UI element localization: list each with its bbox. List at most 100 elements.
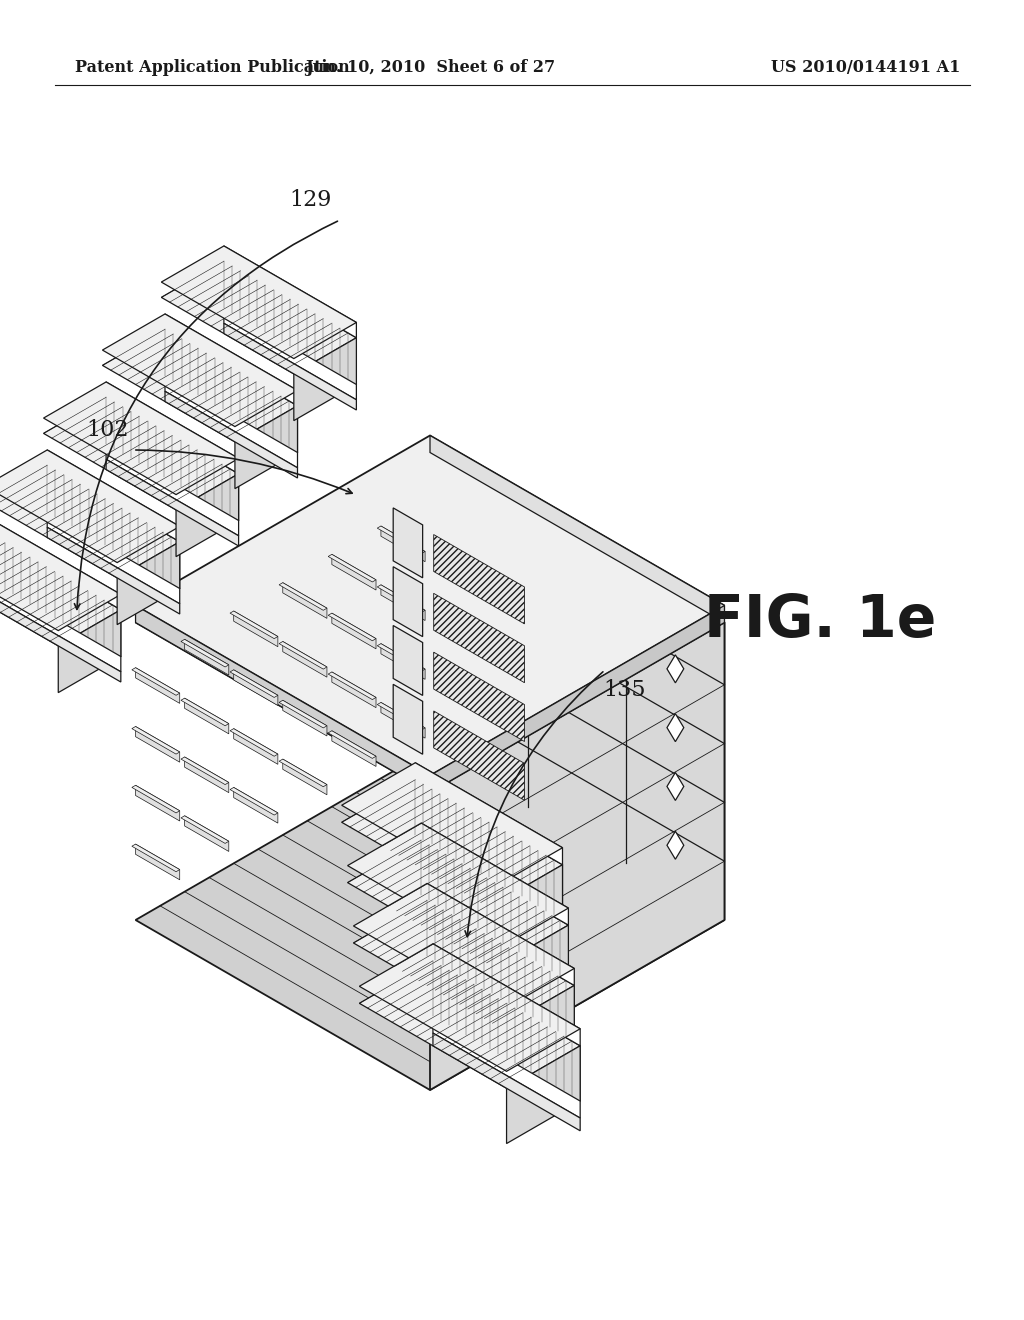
Polygon shape [233, 788, 278, 824]
Polygon shape [421, 912, 568, 1010]
Polygon shape [437, 513, 618, 618]
Polygon shape [495, 925, 568, 1023]
Polygon shape [106, 397, 239, 520]
Polygon shape [280, 701, 327, 727]
Polygon shape [339, 684, 521, 788]
Polygon shape [353, 900, 574, 1028]
Polygon shape [427, 956, 574, 1057]
Polygon shape [135, 668, 180, 704]
Polygon shape [416, 780, 562, 920]
Polygon shape [47, 512, 180, 603]
Polygon shape [280, 642, 327, 669]
Polygon shape [294, 338, 356, 421]
Polygon shape [342, 780, 562, 907]
Polygon shape [224, 246, 356, 338]
Polygon shape [328, 554, 376, 582]
Polygon shape [184, 816, 228, 851]
Polygon shape [433, 944, 581, 1045]
Polygon shape [347, 824, 568, 950]
Polygon shape [421, 840, 568, 981]
Polygon shape [0, 517, 121, 610]
Polygon shape [437, 627, 618, 731]
Polygon shape [162, 261, 356, 374]
Polygon shape [233, 729, 278, 764]
Polygon shape [241, 513, 423, 618]
Polygon shape [393, 626, 423, 696]
Text: 129: 129 [289, 189, 331, 211]
Polygon shape [359, 944, 581, 1072]
Polygon shape [359, 961, 581, 1088]
Polygon shape [135, 453, 724, 792]
Polygon shape [433, 1034, 581, 1131]
Polygon shape [0, 533, 121, 645]
Polygon shape [283, 582, 327, 618]
Polygon shape [377, 644, 425, 672]
Polygon shape [224, 261, 356, 384]
Polygon shape [143, 570, 325, 675]
Polygon shape [0, 517, 121, 631]
Text: Patent Application Publication: Patent Application Publication [75, 59, 350, 77]
Polygon shape [0, 595, 121, 682]
Polygon shape [106, 459, 239, 546]
Polygon shape [433, 1016, 581, 1118]
Polygon shape [280, 582, 327, 610]
Polygon shape [430, 606, 724, 792]
Polygon shape [47, 527, 180, 614]
Polygon shape [283, 642, 327, 677]
Polygon shape [106, 444, 239, 536]
Polygon shape [416, 836, 562, 937]
Polygon shape [44, 381, 239, 495]
Polygon shape [667, 714, 684, 742]
Polygon shape [667, 832, 684, 859]
Polygon shape [434, 594, 524, 682]
Polygon shape [0, 465, 180, 578]
Polygon shape [328, 614, 376, 640]
Polygon shape [427, 900, 574, 1040]
Polygon shape [135, 785, 180, 821]
Polygon shape [132, 726, 180, 754]
Polygon shape [328, 731, 376, 759]
Polygon shape [280, 759, 327, 787]
Polygon shape [342, 763, 562, 890]
Polygon shape [488, 865, 562, 962]
Polygon shape [233, 611, 278, 647]
Text: Jun. 10, 2010  Sheet 6 of 27: Jun. 10, 2010 Sheet 6 of 27 [305, 59, 555, 77]
Polygon shape [332, 672, 376, 708]
Polygon shape [102, 329, 298, 442]
Polygon shape [421, 895, 568, 998]
Polygon shape [393, 508, 423, 578]
Text: FIG. 1e: FIG. 1e [703, 591, 936, 648]
Polygon shape [0, 450, 180, 562]
Polygon shape [58, 610, 121, 693]
Polygon shape [347, 840, 568, 968]
Polygon shape [507, 1045, 581, 1143]
Polygon shape [132, 668, 180, 696]
Polygon shape [536, 570, 717, 675]
Polygon shape [339, 457, 521, 561]
Polygon shape [162, 246, 356, 359]
Text: 135: 135 [604, 678, 646, 701]
Polygon shape [667, 772, 684, 800]
Polygon shape [132, 785, 180, 813]
Polygon shape [181, 698, 228, 726]
Polygon shape [393, 684, 423, 754]
Polygon shape [416, 851, 562, 950]
Polygon shape [332, 614, 376, 649]
Polygon shape [501, 986, 574, 1084]
Polygon shape [47, 465, 180, 589]
Polygon shape [230, 729, 278, 756]
Polygon shape [283, 701, 327, 737]
Polygon shape [434, 711, 524, 800]
Polygon shape [377, 585, 425, 612]
Polygon shape [434, 652, 524, 742]
Polygon shape [184, 756, 228, 792]
Polygon shape [224, 308, 356, 400]
Polygon shape [135, 750, 724, 1090]
Polygon shape [106, 381, 239, 474]
Polygon shape [135, 726, 180, 762]
Text: US 2010/0144191 A1: US 2010/0144191 A1 [771, 59, 961, 77]
Polygon shape [181, 756, 228, 784]
Polygon shape [416, 763, 562, 865]
Polygon shape [0, 533, 121, 656]
Polygon shape [135, 843, 180, 880]
